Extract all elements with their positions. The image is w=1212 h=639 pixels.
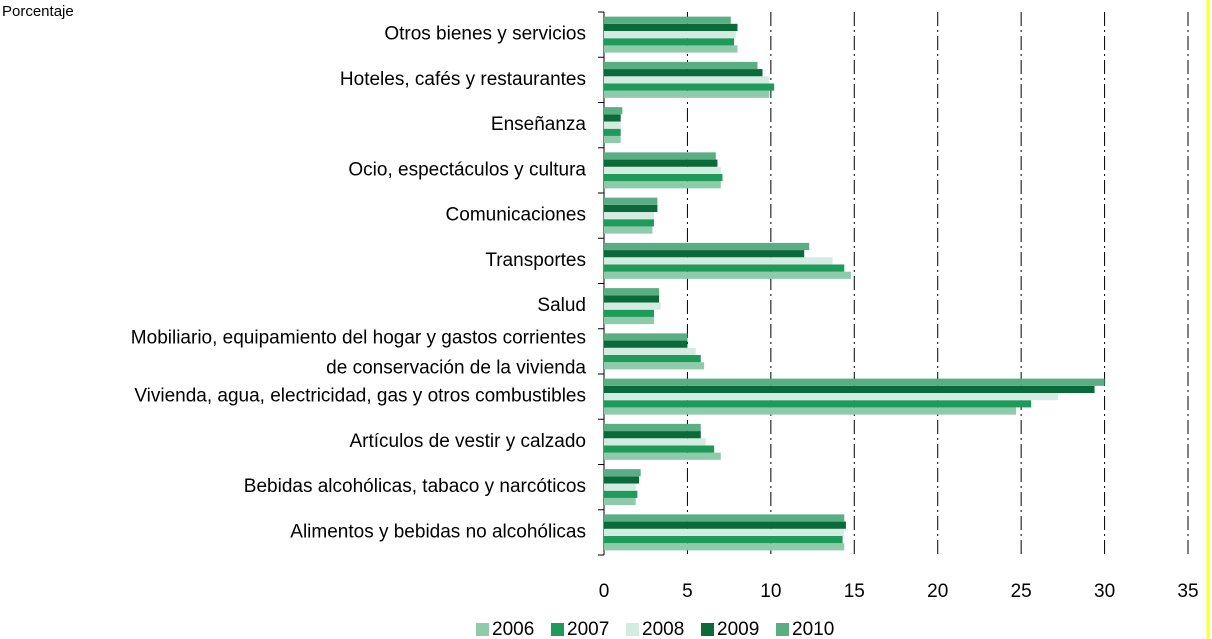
bar (604, 423, 701, 432)
bar (604, 76, 770, 84)
bar (604, 288, 660, 296)
legend-label: 2007 (567, 619, 609, 639)
bar (604, 347, 696, 355)
bar (604, 378, 1105, 386)
bar (604, 295, 660, 303)
bar (604, 476, 640, 484)
bar (604, 340, 688, 348)
y-axis-label: Porcentaje (2, 3, 74, 20)
x-tick-label: 30 (1094, 581, 1115, 602)
bar (604, 45, 738, 53)
category-label: Comunicaciones (446, 205, 586, 226)
bar (604, 483, 636, 491)
category-label: Alimentos y bebidas no alcohólicas (290, 521, 586, 542)
bar (604, 114, 621, 122)
bar (604, 400, 1032, 408)
bar (604, 173, 723, 182)
legend-label: 2006 (492, 619, 534, 639)
category-label: Vivienda, agua, electricidad, gas y otro… (134, 386, 586, 407)
category-label: Mobiliario, equipamiento del hogar y gas… (131, 327, 586, 348)
bar (604, 535, 843, 544)
bar (604, 309, 655, 317)
legend-swatch (551, 623, 564, 636)
x-tick-label: 0 (599, 581, 610, 602)
category-label: Transportes (485, 250, 586, 271)
bar (604, 264, 845, 272)
bar (604, 431, 701, 439)
category-label: Artículos de vestir y calzado (349, 431, 586, 452)
bar (604, 543, 845, 551)
bar (604, 514, 845, 522)
legend-swatch (701, 623, 714, 636)
category-label: Ocio, espectáculos y cultura (348, 159, 586, 180)
bar (604, 226, 653, 234)
category-label: Enseñanza (491, 114, 587, 135)
legend-label: 2010 (792, 619, 834, 639)
bar (604, 438, 706, 446)
bar (604, 23, 738, 32)
legend-swatch (626, 623, 639, 636)
bar (604, 316, 655, 325)
bar (604, 333, 688, 341)
category-label: Salud (537, 295, 586, 316)
bar (604, 61, 758, 70)
x-tick-label: 25 (1011, 581, 1032, 602)
x-tick-label: 20 (927, 581, 948, 602)
bar (604, 385, 1095, 394)
bar (604, 271, 851, 279)
bar (604, 69, 763, 77)
bar (604, 469, 641, 477)
bar (604, 135, 621, 144)
category-label: de conservación de la vivienda (326, 357, 586, 378)
bar (604, 152, 716, 160)
bar (604, 528, 845, 536)
bar (604, 121, 621, 129)
bar (604, 90, 770, 98)
legend-label: 2009 (717, 619, 759, 639)
category-label: Hoteles, cafés y restaurantes (340, 69, 586, 90)
x-tick-label: 10 (760, 581, 781, 602)
bar (604, 445, 715, 453)
legend-label: 2008 (642, 619, 684, 639)
bar (604, 128, 621, 136)
bar (604, 38, 735, 46)
bar (604, 219, 655, 227)
bar (604, 242, 810, 251)
bar (604, 16, 731, 24)
bar (604, 159, 718, 167)
bar (604, 166, 721, 174)
bar (604, 302, 661, 310)
bar (604, 107, 623, 115)
bar (604, 181, 721, 189)
bar (604, 257, 833, 265)
category-label: Otros bienes y servicios (384, 24, 586, 45)
bar (604, 31, 736, 39)
x-tick-label: 5 (682, 581, 693, 602)
bar (604, 407, 1017, 415)
bar (604, 204, 658, 213)
legend-swatch (776, 623, 789, 636)
bar (604, 354, 701, 363)
bar (604, 497, 636, 506)
bar (604, 521, 846, 529)
bar (604, 83, 775, 91)
x-tick-label: 15 (844, 581, 865, 602)
bar (604, 393, 1058, 401)
bar (604, 212, 655, 220)
x-tick-label: 35 (1177, 581, 1198, 602)
bar (604, 362, 705, 370)
bar (604, 490, 638, 498)
legend-swatch (476, 623, 489, 636)
category-label: Bebidas alcohólicas, tabaco y narcóticos (244, 476, 586, 497)
bar (604, 197, 658, 205)
bar (604, 250, 805, 258)
bar (604, 452, 721, 460)
